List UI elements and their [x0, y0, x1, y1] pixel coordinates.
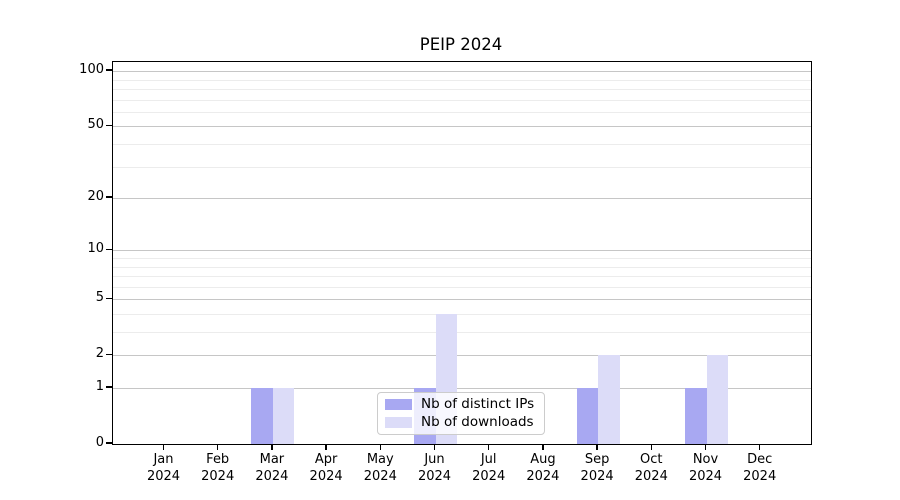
- minor-gridline: [113, 111, 811, 113]
- x-tick-label: Jun 2024: [403, 451, 467, 485]
- y-tick-label: 5: [95, 290, 104, 306]
- x-tick-year: 2024: [743, 469, 777, 484]
- y-tick-mark: [106, 248, 112, 251]
- x-tick-mark: [216, 444, 219, 450]
- x-tick-label: Mar 2024: [240, 451, 304, 485]
- y-tick-label: 1: [95, 379, 104, 394]
- x-tick-mark: [542, 444, 544, 450]
- x-tick-label: Jul 2024: [457, 451, 521, 485]
- major-gridline: [113, 299, 811, 301]
- y-tick-label: 2: [95, 346, 104, 362]
- x-tick-mark: [271, 444, 273, 450]
- x-tick-label: Oct 2024: [619, 451, 683, 485]
- y-tick-mark: [106, 442, 112, 444]
- x-tick-mark: [487, 444, 490, 450]
- bar-distinct-ips: [576, 388, 599, 444]
- major-gridline: [113, 250, 811, 252]
- x-tick-label: Feb 2024: [186, 451, 250, 485]
- x-tick-month: May: [366, 452, 394, 467]
- minor-gridline: [113, 314, 811, 315]
- major-gridline: [113, 71, 811, 73]
- major-gridline: [113, 388, 811, 389]
- x-tick-month: Jul: [480, 452, 497, 467]
- x-tick-label: Aug 2024: [511, 451, 575, 485]
- x-tick-month: Jan: [153, 452, 174, 467]
- x-tick-label: May 2024: [348, 451, 412, 485]
- legend: Nb of distinct IPs Nb of downloads: [377, 392, 545, 435]
- bar-downloads: [706, 355, 728, 444]
- x-tick-label: Nov 2024: [674, 451, 738, 485]
- x-tick-label: Dec 2024: [728, 451, 792, 485]
- x-tick-year: 2024: [580, 469, 614, 484]
- minor-gridline: [113, 166, 811, 168]
- legend-swatch-distinct-ips: [385, 399, 412, 410]
- y-tick-mark: [106, 297, 112, 300]
- x-tick-month: Mar: [259, 452, 285, 467]
- minor-gridline: [113, 258, 811, 259]
- x-tick-year: 2024: [472, 469, 506, 484]
- x-tick-month: Feb: [206, 452, 230, 467]
- y-tick-label: 100: [79, 62, 104, 78]
- y-tick-mark: [106, 353, 112, 356]
- x-tick-mark: [379, 444, 382, 450]
- x-tick-month: Nov: [692, 452, 719, 467]
- x-tick-year: 2024: [201, 469, 235, 484]
- minor-gridline: [113, 332, 811, 333]
- x-tick-mark: [162, 444, 165, 450]
- x-tick-year: 2024: [309, 469, 343, 484]
- minor-gridline: [113, 276, 811, 277]
- major-gridline: [113, 198, 811, 200]
- bar-distinct-ips: [251, 388, 273, 444]
- x-tick-year: 2024: [146, 469, 181, 484]
- y-tick-label: 20: [87, 189, 104, 205]
- x-tick-mark: [325, 444, 327, 450]
- x-tick-mark: [596, 444, 598, 450]
- x-tick-label: Sep 2024: [565, 451, 629, 485]
- y-tick-label: 0: [95, 435, 104, 450]
- x-tick-mark: [704, 444, 707, 450]
- x-tick-year: 2024: [417, 469, 452, 484]
- y-tick-mark: [106, 69, 112, 71]
- minor-gridline: [113, 266, 811, 268]
- major-gridline: [113, 126, 811, 128]
- legend-row-distinct-ips: Nb of distinct IPs: [385, 397, 537, 412]
- legend-row-downloads: Nb of downloads: [385, 415, 537, 430]
- x-tick-month: Apr: [314, 452, 338, 467]
- x-tick-month: Aug: [530, 452, 556, 467]
- x-tick-month: Oct: [640, 452, 663, 467]
- x-tick-month: Jun: [424, 452, 445, 467]
- chart-title: PEIP 2024: [419, 35, 503, 54]
- bar-downloads: [272, 388, 295, 444]
- y-tick-mark: [106, 124, 112, 127]
- legend-swatch-downloads: [385, 417, 412, 428]
- x-tick-year: 2024: [363, 469, 397, 484]
- bar-downloads: [598, 355, 620, 444]
- x-tick-mark: [758, 444, 761, 450]
- x-tick-label: Apr 2024: [294, 451, 358, 485]
- x-tick-month: Dec: [747, 452, 773, 467]
- y-tick-label: 10: [87, 241, 104, 257]
- y-tick-label: 50: [87, 117, 104, 133]
- x-tick-mark: [650, 444, 653, 450]
- y-tick-mark: [106, 386, 112, 388]
- major-gridline: [113, 355, 811, 357]
- x-tick-year: 2024: [526, 469, 560, 484]
- x-tick-year: 2024: [255, 469, 289, 484]
- minor-gridline: [113, 99, 811, 101]
- legend-label-distinct-ips: Nb of distinct IPs: [421, 396, 535, 412]
- minor-gridline: [113, 144, 811, 145]
- x-tick-year: 2024: [634, 469, 668, 484]
- y-tick-mark: [106, 196, 112, 198]
- legend-label-downloads: Nb of downloads: [421, 414, 534, 430]
- minor-gridline: [113, 286, 811, 288]
- x-tick-mark: [433, 444, 436, 450]
- x-tick-month: Sep: [584, 452, 610, 467]
- minor-gridline: [113, 89, 811, 90]
- bar-distinct-ips: [685, 388, 707, 444]
- plot-area: [112, 61, 812, 445]
- x-tick-label: Jan 2024: [132, 451, 196, 485]
- minor-gridline: [113, 79, 811, 81]
- x-tick-year: 2024: [688, 469, 723, 484]
